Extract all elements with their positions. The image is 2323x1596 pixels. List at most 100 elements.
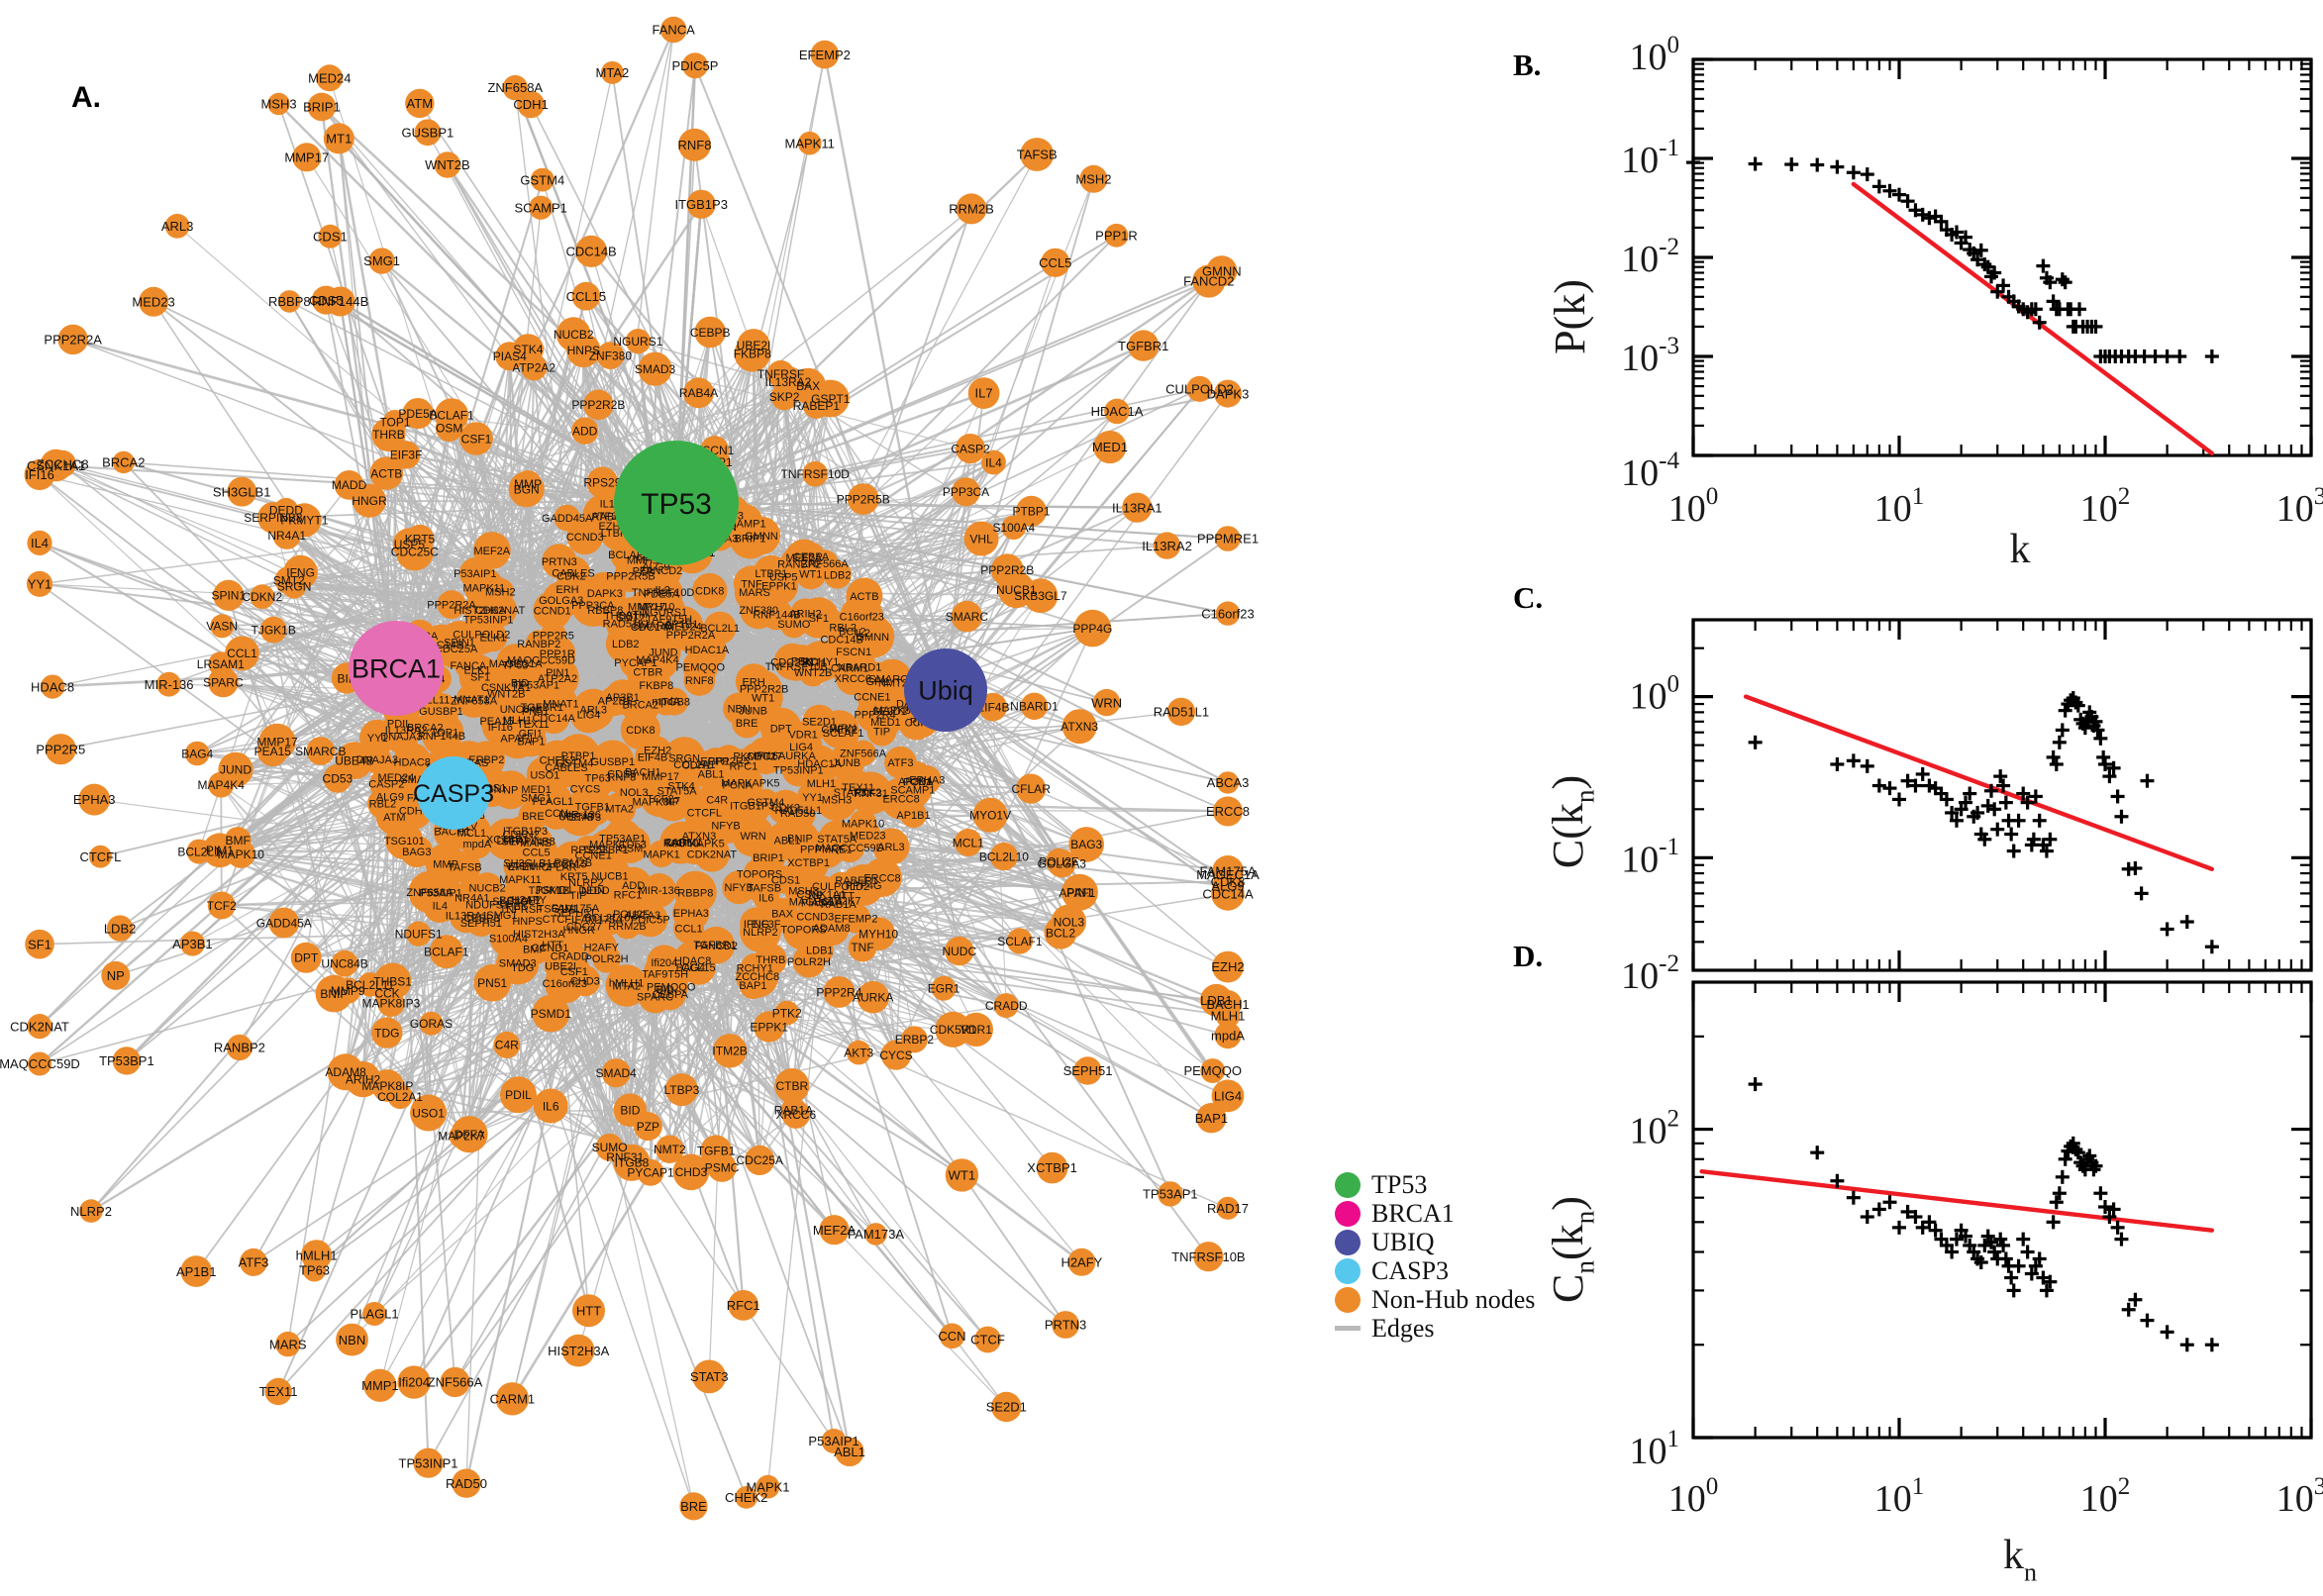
legend-item-non-hub-nodes: Non-Hub nodes — [1335, 1285, 1535, 1314]
network-node-label: TEX11 — [842, 782, 874, 794]
network-node-label: PLAGL1 — [533, 796, 574, 808]
network-node-label: PPP2R2B — [980, 563, 1034, 577]
network-node-label: FANCA — [653, 23, 696, 38]
network-node-label: MEF2A — [473, 546, 510, 557]
network-node-label: MTA2 — [596, 65, 630, 80]
network-node-label: SMT2 — [273, 573, 305, 587]
network-node-label: RBL2 — [369, 799, 397, 811]
network-node — [79, 1199, 103, 1223]
data-point — [1830, 756, 1845, 771]
network-node — [1216, 771, 1240, 794]
network-node — [101, 960, 131, 990]
network-node-label: LIG4 — [1214, 1089, 1242, 1104]
network-node — [422, 716, 461, 755]
network-node-label: LIG4 — [789, 742, 813, 753]
network-node-label: UBE2I — [545, 960, 576, 972]
network-node-label: WRN — [830, 723, 856, 735]
x-axis-title: k — [2010, 527, 2031, 572]
network-node-label: GOLGA3 — [1038, 856, 1087, 870]
network-node-label: SH3GLB1 — [213, 484, 271, 499]
network-node-label: TSG101 — [538, 903, 578, 915]
network-node — [931, 975, 957, 1001]
data-point — [2039, 1283, 2054, 1298]
data-point — [1993, 769, 2008, 784]
network-node — [323, 763, 353, 793]
network-node — [139, 286, 169, 317]
data-point — [2024, 1266, 2039, 1281]
network-node — [1048, 848, 1076, 878]
network-node — [385, 822, 424, 860]
network-node-label: ZNF566A — [802, 558, 850, 570]
network-node-label: GSPT1 — [811, 392, 851, 406]
network-node-label: mpdA — [652, 696, 680, 708]
network-hub-nodes: TP53 BRCA1 Ubiq CASP3 — [349, 441, 987, 830]
network-node-label: NOL3 — [620, 787, 649, 799]
network-node-label: EIF3F — [390, 449, 423, 462]
network-node-label: TIP — [873, 727, 890, 739]
hub-node-casp3[interactable] — [417, 756, 490, 830]
network-node-label: NBARD1 — [1010, 700, 1059, 714]
data-point — [1928, 1223, 1943, 1238]
network-node-label: TOPORS — [780, 925, 826, 937]
network-node-label: RNF8 — [678, 138, 712, 152]
data-point — [2006, 1283, 2021, 1298]
network-node-label: TP63 — [299, 1262, 330, 1277]
panel-d-chart: 100 101 102 103 10-2 102 101 kn Cn(kn) — [1465, 952, 2323, 1586]
network-node-label: BMF — [523, 945, 547, 956]
hub-node-tp53[interactable] — [614, 441, 739, 565]
data-point — [1939, 792, 1954, 807]
network-node-label: DFFA — [454, 1128, 485, 1142]
network-node-label: STAT3 — [834, 787, 866, 799]
network-node-label: NDUFS1 — [395, 928, 443, 942]
network-node-label: EIF4B — [638, 751, 668, 763]
network-node — [596, 342, 625, 369]
network-node-label: EZH2 — [1211, 959, 1244, 974]
network-node-label: STK4 — [513, 343, 543, 356]
network-node — [952, 477, 980, 507]
network-node-label: ADAM8 — [813, 923, 851, 935]
network-node-label: ABL1 — [774, 836, 801, 848]
network-node-label: CABLES — [552, 568, 594, 580]
data-point — [2032, 1251, 2047, 1266]
network-node-label: ITGB1P3 — [503, 826, 548, 838]
network-node — [734, 572, 775, 613]
network-node-label: POU2F — [1039, 854, 1078, 868]
network-node-label: MAPK10 — [218, 848, 265, 861]
network-node — [278, 290, 301, 313]
network-node-label: C4R — [706, 795, 728, 807]
network-node-label: BNIP — [787, 834, 813, 846]
network-node-label: GFI1 — [519, 728, 543, 740]
network-node-label: PPP4G — [1072, 622, 1112, 636]
network-node — [1200, 1058, 1226, 1083]
data-point — [1892, 1220, 1906, 1235]
network-node-label: RFC1 — [614, 889, 643, 901]
network-node — [307, 92, 337, 122]
network-node-label: BCLAF1 — [499, 895, 541, 907]
network-node-label: RAD17 — [1207, 1201, 1249, 1216]
data-point — [1810, 157, 1825, 172]
network-node-label: SKB3GL7 — [492, 896, 541, 908]
network-node-label: THRB — [372, 428, 405, 442]
hub-node-ubiq[interactable] — [904, 648, 987, 732]
network-node-label: CARM1 — [664, 837, 703, 848]
network-node — [939, 1323, 965, 1349]
network-node-label: RRM2B — [608, 921, 647, 933]
network-node-label: RNF8 — [685, 675, 714, 687]
network-node-label: SF1 — [809, 613, 829, 625]
network-node-label: Ifi204 — [651, 957, 677, 969]
network-node-label: ATF3 — [591, 511, 617, 523]
data-point — [2028, 789, 2043, 804]
network-node-label: IL2 — [656, 585, 670, 597]
network-node — [316, 64, 344, 92]
network-node — [847, 483, 879, 515]
network-node — [267, 92, 290, 116]
network-node-label: ABL1 — [698, 768, 725, 780]
network-node-label: MAPK8IP — [632, 797, 679, 809]
data-point — [2046, 1215, 2061, 1230]
network-node-label: TEX11 — [259, 1384, 298, 1399]
network-node-label: CDC14B — [565, 245, 616, 259]
network-node — [479, 704, 514, 738]
network-node-label: TP53BP1 — [582, 845, 629, 856]
network-node — [740, 952, 769, 982]
hub-node-brca1[interactable] — [349, 621, 444, 716]
